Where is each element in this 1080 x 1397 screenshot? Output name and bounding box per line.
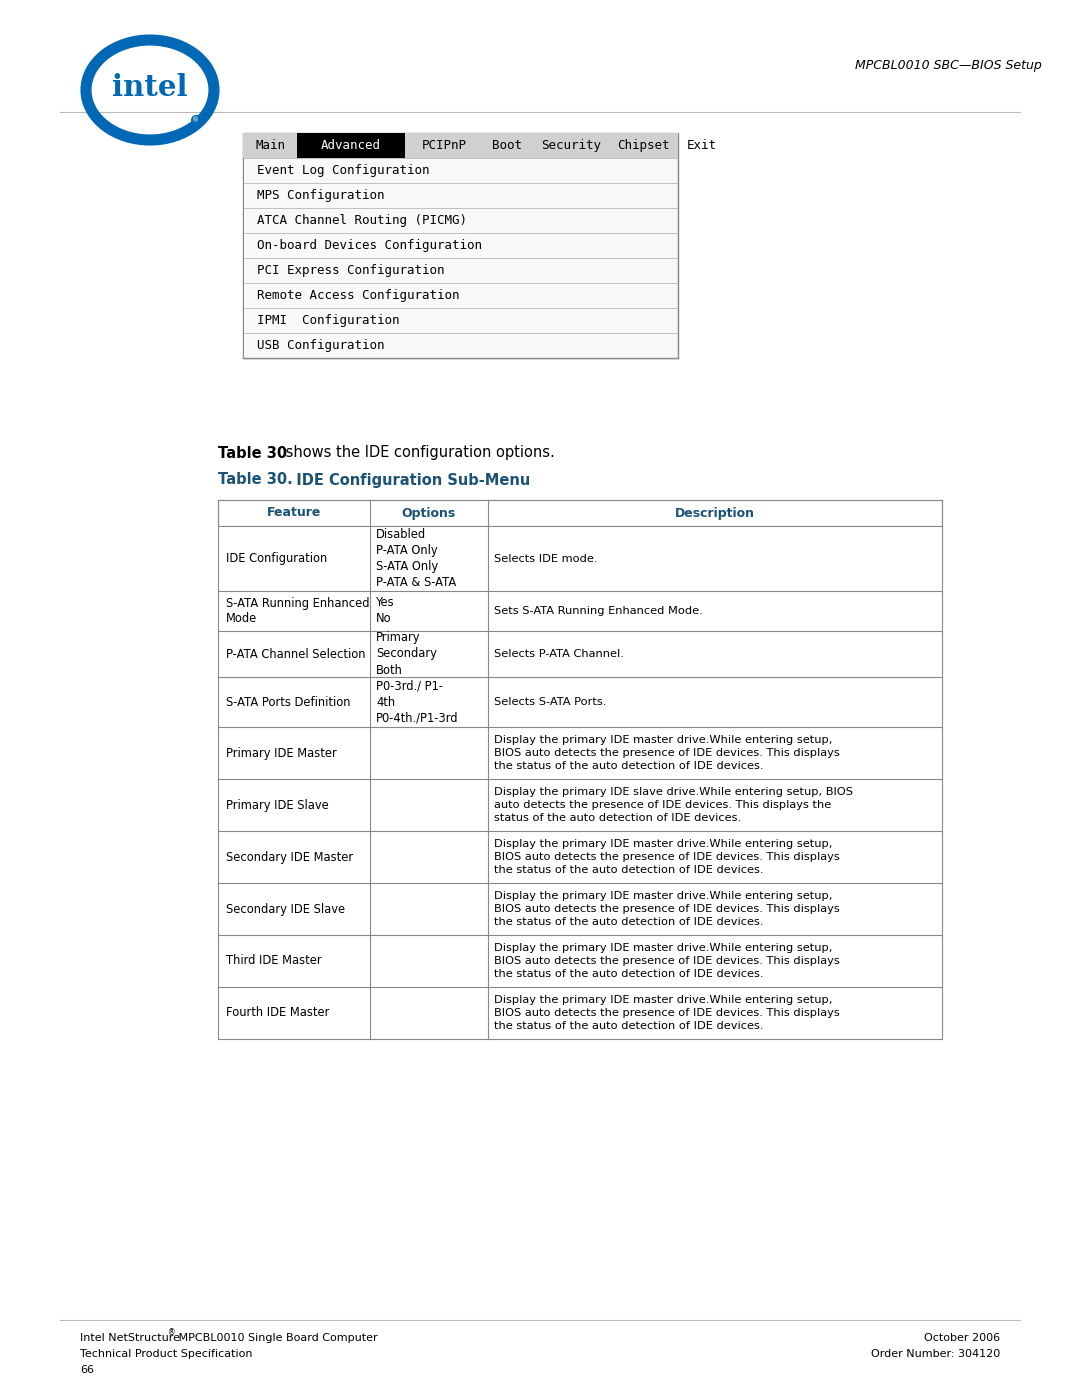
Bar [244, 183, 677, 208]
Bar [218, 591, 942, 631]
Text: Feature: Feature [267, 507, 321, 520]
Bar [243, 133, 678, 158]
Text: USB Configuration: USB Configuration [257, 339, 384, 352]
Text: ®: ® [168, 1329, 175, 1337]
Text: Table 30.: Table 30. [218, 472, 293, 488]
Text: October 2006: October 2006 [923, 1333, 1000, 1343]
Bar [218, 500, 942, 527]
Text: Table 30: Table 30 [218, 446, 287, 461]
Text: Secondary IDE Slave: Secondary IDE Slave [226, 902, 346, 915]
Text: Display the primary IDE master drive.While entering setup,
BIOS auto detects the: Display the primary IDE master drive.Whi… [494, 995, 840, 1031]
Text: S-ATA Running Enhanced
Mode: S-ATA Running Enhanced Mode [226, 597, 369, 626]
Text: Options: Options [402, 507, 456, 520]
Text: Primary IDE Slave: Primary IDE Slave [226, 799, 328, 812]
Text: PCI Express Configuration: PCI Express Configuration [257, 264, 445, 277]
Bar [244, 258, 677, 284]
Text: Display the primary IDE master drive.While entering setup,
BIOS auto detects the: Display the primary IDE master drive.Whi… [494, 840, 840, 875]
Text: Third IDE Master: Third IDE Master [226, 954, 322, 968]
Bar [218, 780, 942, 831]
Text: Selects IDE mode.: Selects IDE mode. [494, 553, 597, 563]
Bar [218, 883, 942, 935]
Text: Selects P-ATA Channel.: Selects P-ATA Channel. [494, 650, 624, 659]
Bar [218, 988, 942, 1039]
Text: Technical Product Specification: Technical Product Specification [80, 1350, 253, 1359]
Text: Chipset: Chipset [617, 138, 670, 152]
Text: Advanced: Advanced [321, 138, 381, 152]
Text: Selects S-ATA Ports.: Selects S-ATA Ports. [494, 697, 606, 707]
Bar [244, 332, 677, 358]
Text: Remote Access Configuration: Remote Access Configuration [257, 289, 459, 302]
Text: P0-3rd./ P1-
4th
P0-4th./P1-3rd: P0-3rd./ P1- 4th P0-4th./P1-3rd [376, 679, 459, 725]
Text: intel: intel [112, 74, 188, 102]
Text: Event Log Configuration: Event Log Configuration [257, 163, 430, 177]
Text: P-ATA Channel Selection: P-ATA Channel Selection [226, 647, 365, 661]
Text: Security: Security [541, 138, 600, 152]
Text: Disabled
P-ATA Only
S-ATA Only
P-ATA & S-ATA: Disabled P-ATA Only S-ATA Only P-ATA & S… [376, 528, 456, 590]
Bar [244, 233, 677, 258]
Text: Sets S-ATA Running Enhanced Mode.: Sets S-ATA Running Enhanced Mode. [494, 606, 703, 616]
Bar [244, 208, 677, 233]
Text: shows the IDE configuration options.: shows the IDE configuration options. [281, 446, 555, 461]
Text: S-ATA Ports Definition: S-ATA Ports Definition [226, 696, 351, 708]
Text: IPMI  Configuration: IPMI Configuration [257, 314, 400, 327]
Bar [218, 831, 942, 883]
Bar [244, 158, 677, 183]
Bar [297, 133, 405, 158]
Circle shape [191, 115, 201, 124]
Text: Secondary IDE Master: Secondary IDE Master [226, 851, 353, 863]
Text: Primary
Secondary
Both: Primary Secondary Both [376, 631, 437, 676]
Text: Order Number: 304120: Order Number: 304120 [870, 1350, 1000, 1359]
Text: Fourth IDE Master: Fourth IDE Master [226, 1006, 329, 1020]
Text: IDE Configuration Sub-Menu: IDE Configuration Sub-Menu [286, 472, 530, 488]
Text: ATCA Channel Routing (PICMG): ATCA Channel Routing (PICMG) [257, 214, 467, 226]
Text: MPCBL0010 Single Board Computer: MPCBL0010 Single Board Computer [175, 1333, 378, 1343]
Bar [218, 631, 942, 678]
Text: Display the primary IDE master drive.While entering setup,
BIOS auto detects the: Display the primary IDE master drive.Whi… [494, 735, 840, 771]
Text: Boot: Boot [492, 138, 522, 152]
Text: MPCBL0010 SBC—BIOS Setup: MPCBL0010 SBC—BIOS Setup [855, 59, 1042, 71]
Text: Intel NetStructure: Intel NetStructure [80, 1333, 180, 1343]
Text: Main: Main [255, 138, 285, 152]
Text: ®: ® [192, 117, 200, 123]
Text: 66: 66 [80, 1365, 94, 1375]
Bar [244, 284, 677, 307]
Text: Display the primary IDE master drive.While entering setup,
BIOS auto detects the: Display the primary IDE master drive.Whi… [494, 943, 840, 979]
Text: IDE Configuration: IDE Configuration [226, 552, 327, 564]
Bar [243, 133, 678, 358]
Bar [218, 935, 942, 988]
Text: Display the primary IDE master drive.While entering setup,
BIOS auto detects the: Display the primary IDE master drive.Whi… [494, 891, 840, 926]
Text: PCIPnP: PCIPnP [421, 138, 467, 152]
Text: Exit: Exit [687, 138, 717, 152]
Bar [218, 726, 942, 780]
Bar [244, 307, 677, 332]
Text: On-board Devices Configuration: On-board Devices Configuration [257, 239, 482, 251]
Text: MPS Configuration: MPS Configuration [257, 189, 384, 203]
Text: Display the primary IDE slave drive.While entering setup, BIOS
auto detects the : Display the primary IDE slave drive.Whil… [494, 787, 853, 823]
Text: Yes
No: Yes No [376, 597, 394, 626]
Text: Primary IDE Master: Primary IDE Master [226, 746, 337, 760]
Bar [218, 527, 942, 591]
Bar [218, 678, 942, 726]
Text: Description: Description [675, 507, 755, 520]
